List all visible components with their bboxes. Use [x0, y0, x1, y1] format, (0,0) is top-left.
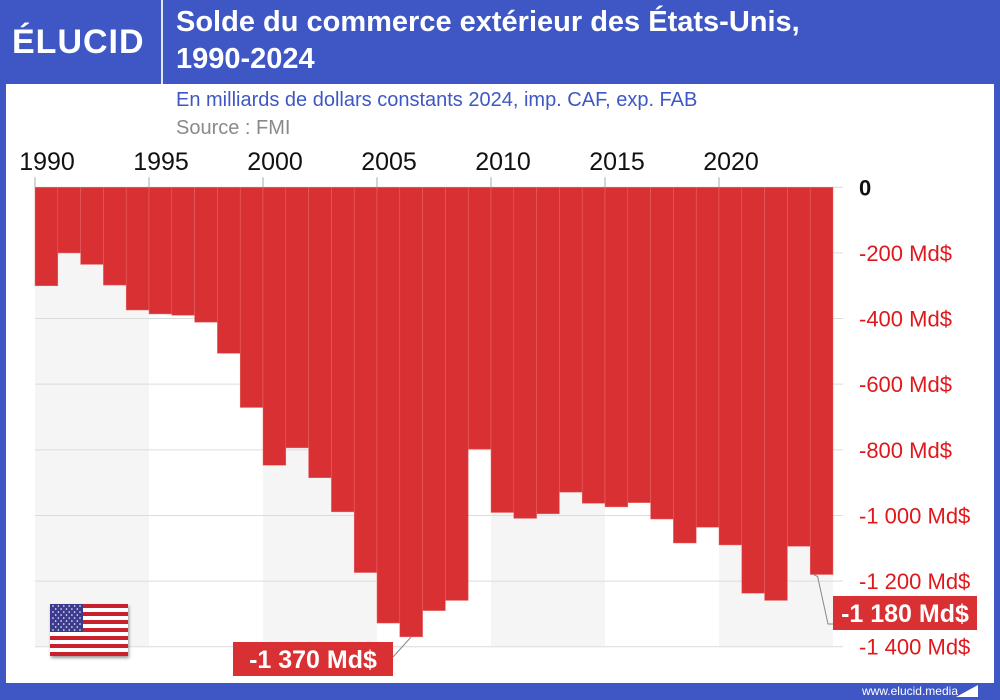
annotation-label: -1 370 Md$	[249, 646, 377, 674]
bar-2001	[285, 187, 309, 449]
annotation-box	[833, 596, 977, 630]
us-flag-icon	[50, 604, 128, 656]
bar-2018	[673, 187, 697, 544]
bar-2012	[536, 187, 560, 515]
y-tick-label: -1 200 Md$	[859, 569, 970, 594]
elucid-logo: ÉLUCID	[12, 23, 145, 61]
bar-1993	[103, 187, 127, 286]
bar-1997	[194, 187, 218, 323]
bar-1990	[34, 187, 59, 286]
bar-2006	[399, 187, 423, 638]
x-tick-label: 1995	[133, 148, 189, 176]
bar-2021	[741, 187, 765, 594]
bar-2009	[467, 187, 492, 450]
website-url: www.elucid.media	[861, 684, 958, 698]
bar-2002	[308, 187, 332, 478]
bar-2015	[604, 187, 629, 508]
annotation-label: -1 180 Md$	[841, 600, 969, 628]
bar-2005	[376, 187, 401, 624]
bar-1996	[171, 187, 195, 316]
x-tick-label: 2000	[247, 148, 303, 176]
header: ÉLUCID Solde du commerce extérieur des É…	[0, 0, 1000, 84]
bar-2004	[353, 187, 378, 573]
x-tick-label: 2010	[475, 148, 531, 176]
y-tick-label: 0	[859, 175, 871, 200]
annotation-box	[233, 642, 393, 676]
title-line-2: 1990-2024	[176, 43, 315, 75]
bar-2023	[787, 187, 811, 547]
bar-2016	[627, 187, 651, 503]
bar-2024	[809, 187, 834, 575]
header-divider	[161, 0, 163, 84]
bar-2003	[331, 187, 355, 513]
bar-2008	[445, 187, 469, 601]
bar-2014	[581, 187, 606, 504]
annotation-leader	[392, 636, 412, 658]
y-tick-label: -1 400 Md$	[859, 635, 970, 660]
x-tick-label: 2015	[589, 148, 645, 176]
chart-source: Source : FMI	[176, 117, 291, 139]
bar-1994	[125, 187, 150, 311]
y-tick-label: -600 Md$	[859, 372, 952, 397]
chart-subtitle: En milliards de dollars constants 2024, …	[176, 89, 698, 111]
bar-1991	[57, 187, 81, 254]
bar-2013	[559, 187, 583, 493]
x-tick-label: 2020	[703, 148, 759, 176]
bar-2022	[764, 187, 788, 601]
x-tick-label: 1990	[19, 148, 75, 176]
bar-1995	[148, 187, 173, 315]
bar-1992	[80, 187, 104, 265]
bar-2020	[718, 187, 743, 546]
bar-2019	[695, 187, 720, 528]
y-tick-label: -800 Md$	[859, 438, 952, 463]
y-tick-label: -400 Md$	[859, 307, 952, 332]
annotation-leader	[813, 574, 833, 625]
bar-2000	[262, 187, 287, 466]
y-tick-label: -200 Md$	[859, 241, 952, 266]
elucid-mark-icon	[956, 685, 978, 697]
x-tick-label: 2005	[361, 148, 417, 176]
bar-1998	[217, 187, 241, 354]
bar-2010	[490, 187, 515, 513]
y-tick-label: -1 000 Md$	[859, 503, 970, 528]
chart-title: Solde du commerce extérieur des États-Un…	[176, 4, 976, 78]
bar-2011	[513, 187, 537, 519]
title-line-1: Solde du commerce extérieur des États-Un…	[176, 6, 800, 38]
bar-2007	[422, 187, 446, 611]
bar-2017	[650, 187, 674, 520]
bar-1999	[239, 187, 264, 408]
